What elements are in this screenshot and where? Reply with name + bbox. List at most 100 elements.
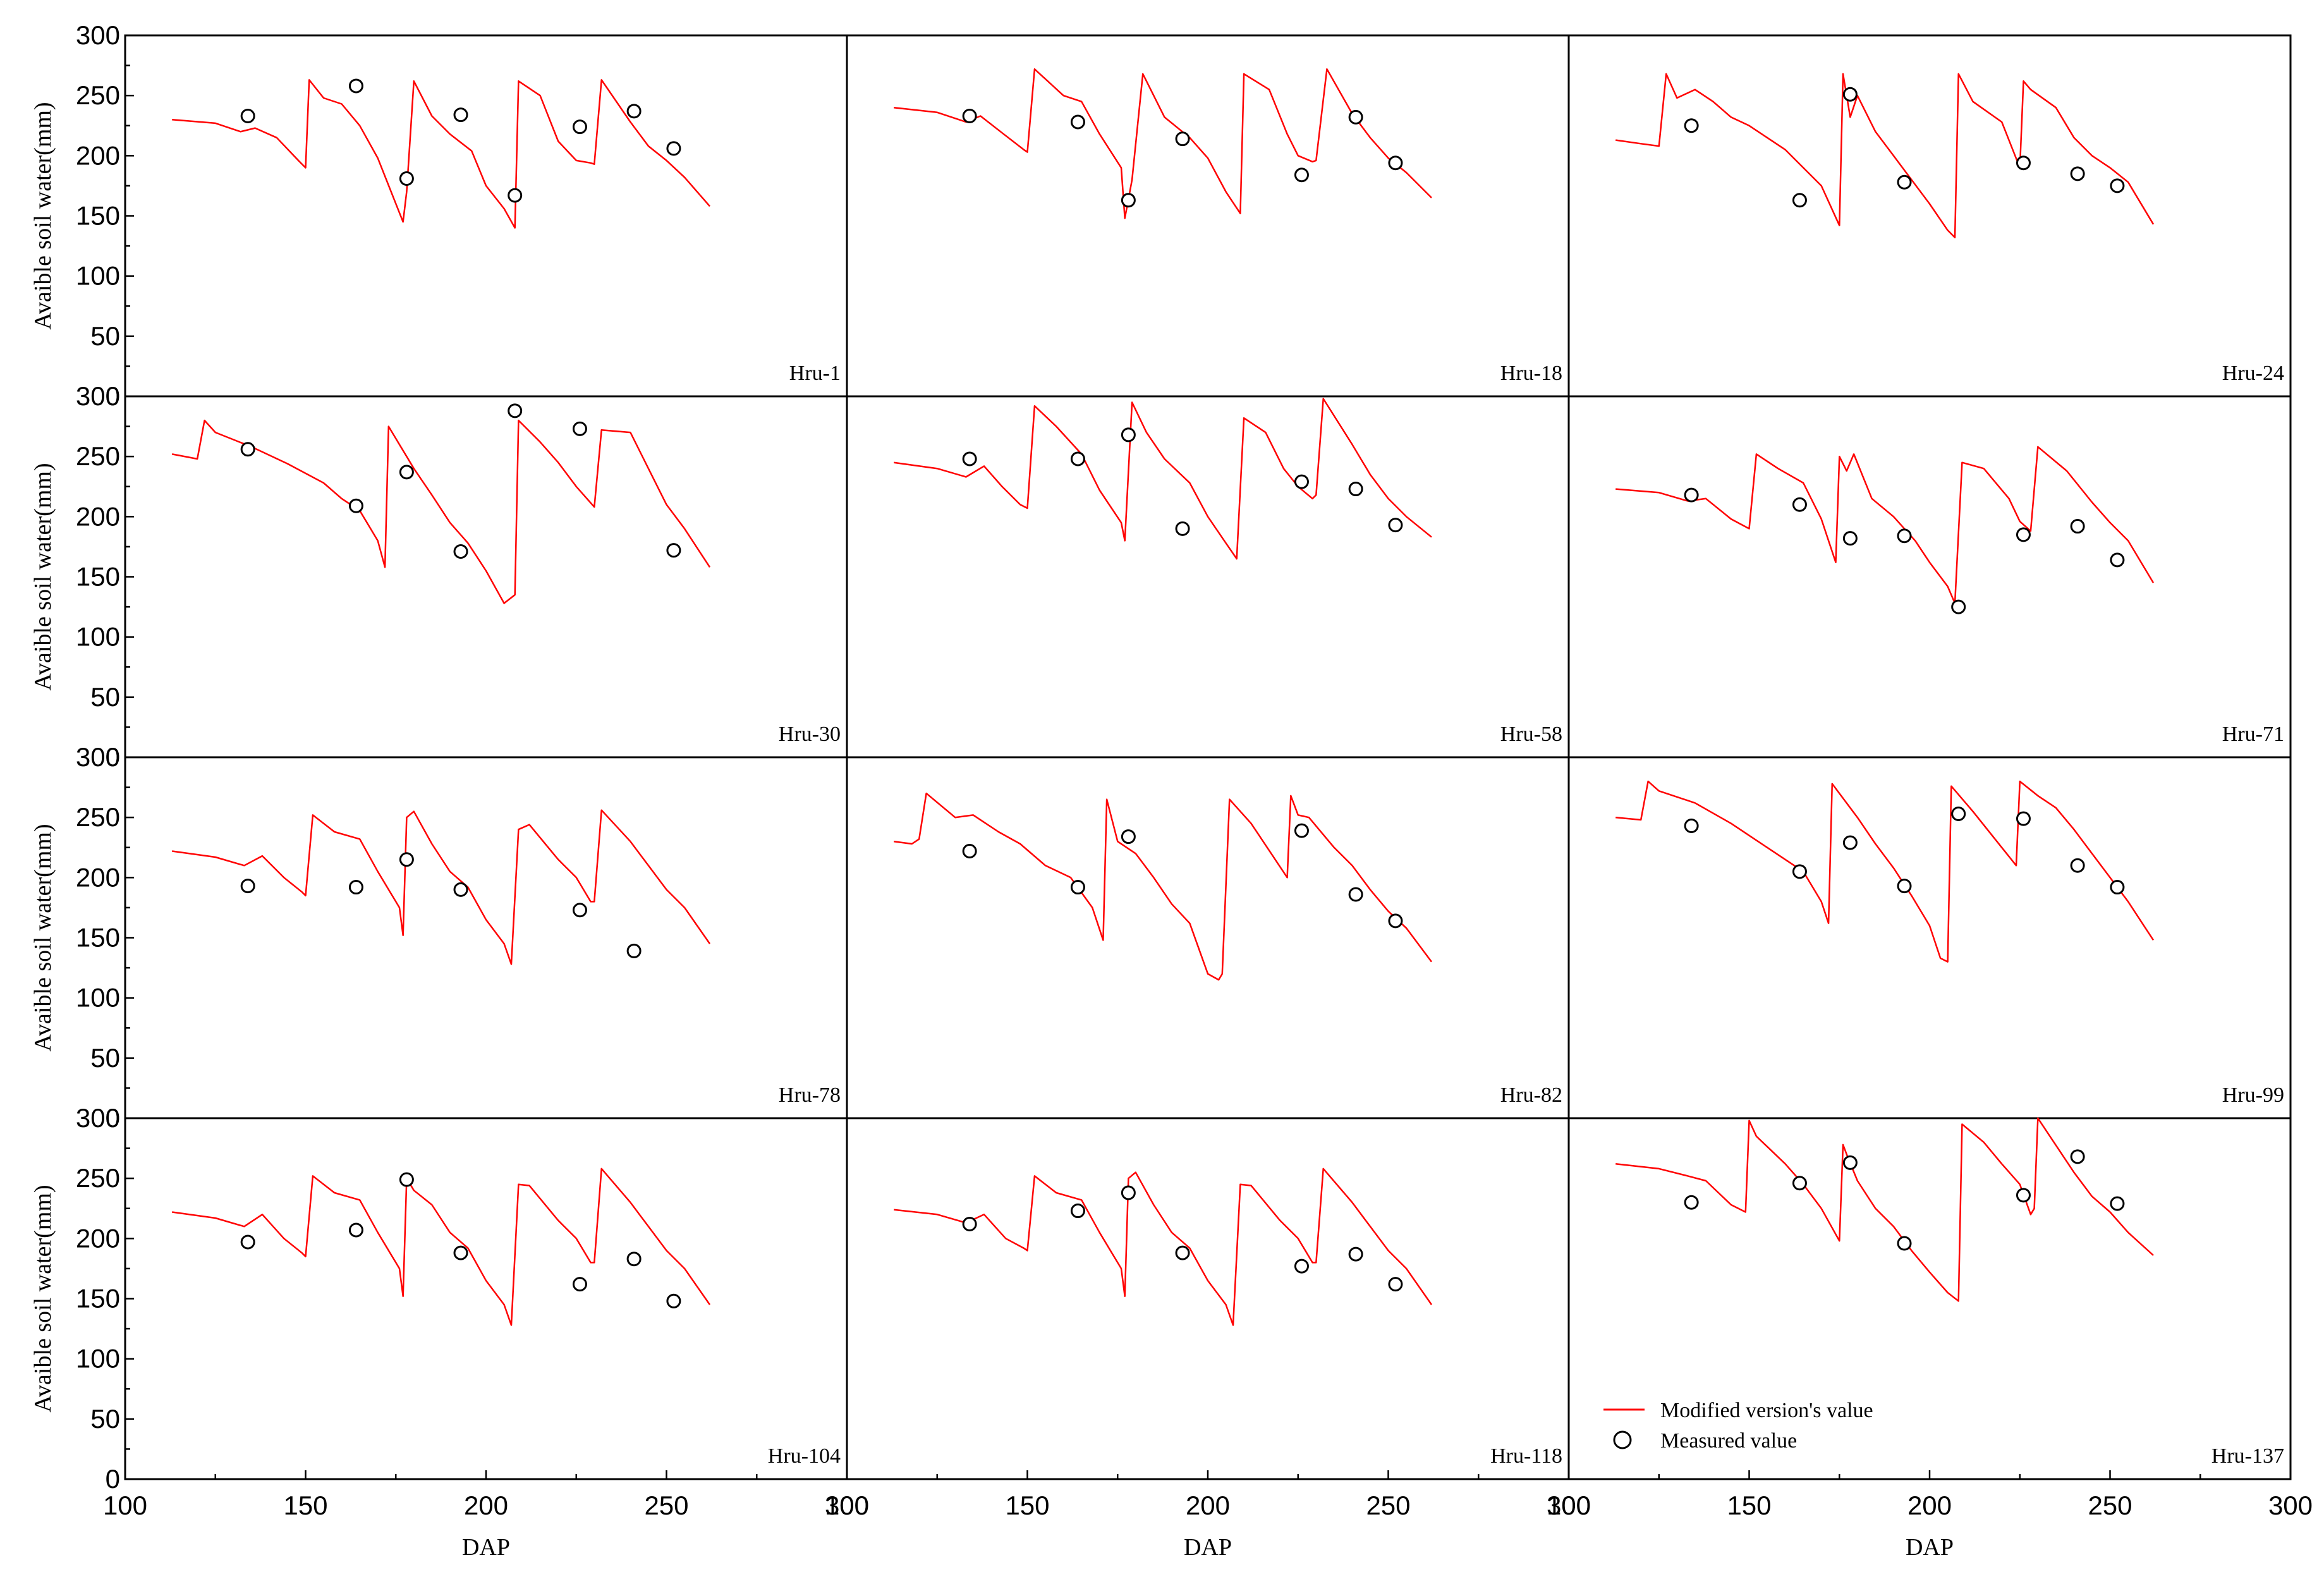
- measured-point: [1951, 599, 1966, 614]
- measured-point: [348, 498, 363, 513]
- panel-label: Hru-71: [2222, 722, 2284, 746]
- panel-frame: [1567, 1117, 2292, 1480]
- panel-frame: [846, 34, 1570, 398]
- legend-entry: Measured value: [1660, 1429, 1797, 1453]
- measured-point: [453, 544, 468, 559]
- y-tick-label: 0: [106, 742, 120, 772]
- simulated-line: [172, 79, 710, 229]
- panel-label: Hru-78: [779, 1083, 841, 1107]
- x-tick-label: 100: [1547, 1490, 1591, 1520]
- panel-label: Hru-1: [789, 362, 841, 385]
- panel-frame: [846, 1117, 1570, 1480]
- measured-point: [2070, 1149, 2085, 1164]
- measured-point: [1388, 518, 1403, 533]
- measured-point: [508, 403, 523, 418]
- simulated-line: [1615, 780, 2155, 963]
- panel-frame: [1567, 395, 2292, 759]
- x-tick-label: 200: [1907, 1490, 1952, 1520]
- measured-point: [1897, 528, 1912, 544]
- measured-point: [1388, 913, 1403, 929]
- y-tick-label: 100: [76, 1344, 120, 1374]
- y-tick-label: 300: [76, 381, 120, 411]
- measured-point: [1121, 193, 1136, 208]
- y-tick-label: 150: [76, 562, 120, 592]
- measured-point: [962, 451, 977, 466]
- panel-label: Hru-118: [1490, 1444, 1562, 1468]
- measured-point: [1684, 487, 1699, 503]
- x-tick-label: 150: [283, 1490, 327, 1520]
- legend: Modified version's value Measured value: [1603, 1399, 1873, 1453]
- panel-hru-118: 100 150 200 250 300 DAP Hru-118: [825, 1117, 1591, 1561]
- measured-point: [2016, 1188, 2031, 1203]
- measured-point: [666, 141, 681, 156]
- measured-point: [2110, 880, 2125, 895]
- simulated-line: [894, 398, 1432, 560]
- measured-point: [399, 465, 414, 480]
- measured-point: [1684, 818, 1699, 833]
- measured-point: [2016, 155, 2031, 171]
- panel-frame: [1567, 756, 2292, 1119]
- x-tick-label: 100: [825, 1490, 869, 1520]
- x-tick-label: 250: [2088, 1490, 2132, 1520]
- measured-point: [572, 903, 587, 918]
- measured-point: [1294, 1259, 1309, 1274]
- x-tick-label: 300: [2268, 1490, 2313, 1520]
- x-tick-label: 100: [103, 1490, 147, 1520]
- y-tick-label: 250: [76, 802, 120, 832]
- measured-point: [1388, 155, 1403, 171]
- x-axis-label: DAP: [462, 1534, 510, 1561]
- panel-label: Hru-30: [779, 722, 841, 746]
- measured-point: [348, 78, 363, 94]
- x-tick-label: 200: [464, 1490, 508, 1520]
- measured-point: [1294, 823, 1309, 838]
- panel-hru-24: Hru-24: [1567, 34, 2292, 398]
- y-tick-label: 100: [76, 261, 120, 291]
- simulated-line: [172, 809, 711, 965]
- x-tick-label: 250: [644, 1490, 688, 1520]
- y-tick-label: 100: [76, 622, 120, 652]
- measured-point: [1842, 87, 1858, 102]
- measured-point: [1348, 1247, 1363, 1262]
- measured-point: [666, 1293, 681, 1308]
- panel-hru-104: 0 50 100 150 200 250 300 Avaible soil water(mm)…: [30, 1103, 869, 1561]
- measured-point: [572, 119, 587, 135]
- panel-hru-58: Hru-58: [846, 395, 1570, 759]
- y-tick-label: 50: [90, 1043, 120, 1073]
- measured-point: [1070, 1204, 1085, 1219]
- measured-point: [626, 1252, 642, 1267]
- measured-point: [2070, 166, 2085, 181]
- measured-point: [2070, 858, 2085, 873]
- measured-point: [1792, 864, 1807, 879]
- measured-point: [626, 943, 642, 958]
- panel-label: Hru-82: [1500, 1083, 1562, 1107]
- measured-point: [1175, 1245, 1190, 1260]
- panel-label: Hru-58: [1500, 722, 1562, 746]
- panel-hru-18: Hru-18: [846, 34, 1570, 398]
- measured-point: [2110, 178, 2125, 193]
- measured-point: [1684, 1195, 1699, 1210]
- panel-hru-30: 0 50 100 150 200 250 300 Avaible soil water(mm)…: [30, 381, 848, 772]
- measured-point: [962, 1216, 977, 1231]
- panel-label: Hru-18: [1500, 362, 1562, 385]
- y-tick-label: 200: [76, 501, 120, 531]
- measured-point: [1842, 1155, 1858, 1170]
- measured-point: [453, 1245, 468, 1260]
- simulated-line: [1615, 446, 2155, 604]
- chart-layer: 0 50 100 150 200 250 300 Avaible soil water(mm)…: [30, 20, 2313, 1561]
- measured-point: [1070, 451, 1085, 466]
- measured-point: [572, 1277, 587, 1292]
- y-tick-label: 50: [90, 321, 120, 351]
- panel-frame: [846, 395, 1570, 759]
- y-tick-label: 300: [76, 1103, 120, 1133]
- x-tick-label: 150: [1727, 1490, 1771, 1520]
- measured-point: [2016, 527, 2031, 542]
- panel-label: Hru-24: [2222, 362, 2284, 385]
- y-tick-label: 200: [76, 1223, 120, 1253]
- panel-hru-78: 0 50 100 150 200 250 300 Avaible soil water(mm)…: [30, 742, 848, 1133]
- measured-point: [1348, 482, 1363, 497]
- panel-label: Hru-104: [768, 1444, 841, 1468]
- measured-point: [1070, 880, 1085, 895]
- x-tick-label: 300: [1547, 1490, 1591, 1520]
- measured-point: [1121, 1185, 1136, 1200]
- panel-frame: [124, 1117, 848, 1480]
